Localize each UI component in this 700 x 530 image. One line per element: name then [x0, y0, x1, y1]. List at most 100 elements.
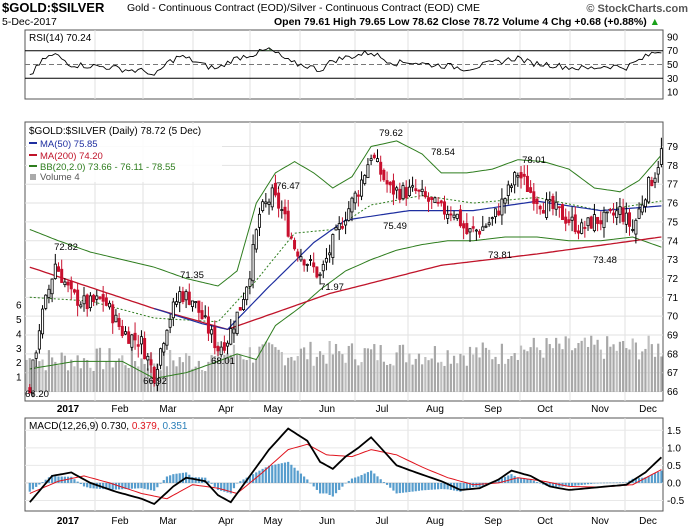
macd-histogram-bar [401, 482, 405, 493]
volume-bar [47, 350, 51, 392]
macd-histogram-bar [114, 482, 118, 490]
macd-histogram-bar [57, 476, 60, 483]
volume-bar [449, 363, 452, 392]
candle-body [296, 251, 300, 257]
candle-body [628, 212, 632, 227]
candle-body [181, 291, 185, 303]
macd-histogram-bar [456, 482, 459, 492]
candle-body [532, 191, 536, 204]
candle-body [171, 301, 175, 319]
price-annotation: 78.54 [431, 147, 455, 158]
macd-histogram-bar [35, 482, 38, 487]
x-tick-label: Mar [159, 404, 177, 415]
volume-bar [194, 366, 197, 392]
candle-body [599, 220, 603, 225]
candle-body [589, 216, 593, 229]
macd-histogram-bar [293, 467, 296, 483]
x-tick-label: Sep [484, 404, 502, 415]
candle-body [580, 222, 584, 234]
volume-bar [338, 351, 341, 392]
volume-bar [296, 356, 299, 392]
candle-body [548, 199, 552, 202]
macd-histogram-bar [232, 482, 236, 489]
candle-body [88, 295, 92, 309]
macd-histogram-bar [389, 482, 392, 488]
volume-bar [468, 346, 472, 392]
macd-histogram-bar [606, 482, 609, 484]
volume-bar [267, 342, 271, 392]
volume-bar [459, 353, 462, 392]
candle-body [222, 342, 226, 351]
volume-bar [287, 357, 290, 392]
volume-bar [551, 348, 555, 392]
x-tick-label: Feb [111, 404, 129, 415]
volume-bar [385, 365, 389, 392]
candle-body [273, 182, 277, 196]
volume-bar [615, 350, 618, 392]
volume-bar [95, 348, 98, 392]
macd-histogram-bar [564, 482, 567, 487]
macd-histogram-bar [625, 482, 628, 483]
candle-body [541, 210, 545, 214]
volume-bar [60, 352, 63, 392]
volume-bar [382, 361, 385, 392]
volume-bar [318, 351, 322, 392]
candle-body [229, 328, 233, 345]
volume-bar [331, 354, 334, 392]
candle-body [79, 304, 83, 308]
volume-bar [481, 342, 484, 392]
candle-body [242, 299, 246, 311]
volume-bar [133, 361, 137, 392]
candle-body [372, 154, 376, 159]
volume-bar [232, 344, 236, 392]
candle-body [143, 338, 147, 360]
macd-tick-label: 1.5 [667, 426, 681, 437]
macd-histogram-bar [593, 482, 596, 484]
macd-histogram-bar [137, 482, 140, 489]
header-description-text: Gold - Continuous Contract (EOD)/Silver … [127, 2, 454, 14]
volume-bar [545, 338, 548, 392]
price-tick-label: 76 [667, 199, 679, 210]
macd-histogram-bar [290, 464, 293, 483]
price-annotation: 73.81 [488, 250, 512, 261]
volume-bar [73, 366, 76, 392]
volume-bar [236, 354, 239, 392]
brand-watermark[interactable]: © StockCharts.com [586, 3, 688, 15]
candle-body [439, 200, 443, 204]
candle-body [506, 184, 510, 196]
candle-body [452, 214, 456, 218]
candle-body [66, 281, 70, 286]
macd-histogram-bar [586, 482, 590, 485]
rsi-tick-label: 50 [667, 60, 679, 71]
candle-body [283, 206, 287, 215]
price-annotation: 78.01 [522, 155, 546, 166]
candle-body [37, 330, 41, 350]
ma200-line [29, 236, 662, 331]
candle-body [213, 326, 217, 349]
candle-body [404, 187, 408, 199]
candle-body [366, 164, 370, 179]
candle-body [602, 211, 606, 229]
candle-body [487, 222, 491, 226]
macd-histogram-bar [373, 473, 376, 483]
macd-histogram-bar [44, 479, 47, 483]
legend-volume-swatch [30, 174, 36, 180]
candle-body [165, 329, 169, 346]
rsi-tick-label: 10 [667, 88, 679, 99]
candle-body [130, 334, 134, 348]
candle-body [264, 201, 268, 205]
price-annotation: 66.92 [143, 376, 167, 387]
macd-histogram-bar [251, 474, 255, 483]
volume-bar [325, 363, 328, 392]
macd-histogram-bar [417, 482, 421, 491]
macd-histogram-bar [223, 482, 226, 492]
volume-bar [264, 341, 267, 392]
macd-histogram-bar [89, 482, 92, 489]
volume-bar [376, 360, 379, 392]
macd-histogram-bar [468, 482, 472, 489]
candle-body [92, 294, 96, 303]
volume-bar [188, 355, 191, 392]
macd-histogram-bar [516, 477, 519, 483]
candle-body [72, 289, 76, 293]
macd-histogram-bar [354, 477, 357, 483]
